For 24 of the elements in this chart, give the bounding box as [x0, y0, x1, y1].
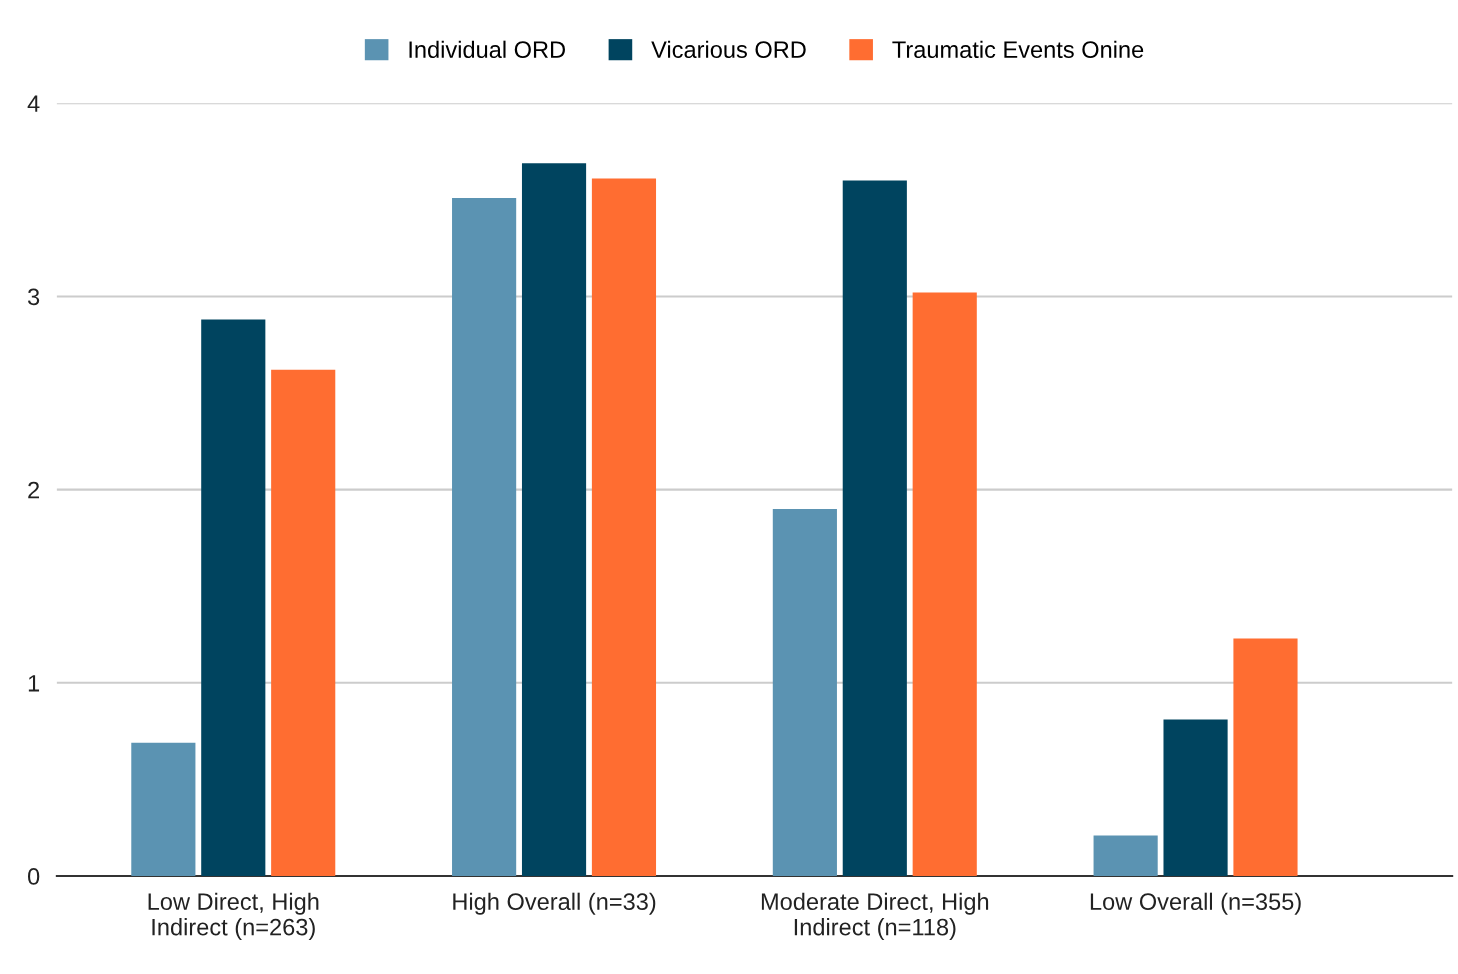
legend-label: Individual ORD — [409, 40, 565, 59]
bar — [1233, 638, 1298, 877]
bar — [1163, 719, 1228, 877]
x-tick-label: Moderate Direct, High Indirect (n=118) — [761, 892, 989, 941]
bar — [271, 369, 336, 877]
y-tick-label: 0 — [27, 868, 40, 885]
bar — [591, 178, 657, 877]
x-tick-label: Low Direct, High Indirect (n=263) — [148, 892, 319, 941]
bar — [1093, 835, 1158, 877]
x-tick-label: Low Overall (n=355) — [1090, 892, 1301, 915]
legend-label: Vicarious ORD — [651, 40, 806, 59]
bar — [842, 180, 907, 877]
x-tick-label: High Overall (n=33) — [453, 892, 656, 915]
bar — [201, 319, 266, 877]
legend-label: Traumatic Events Onine — [892, 40, 1144, 59]
bar — [521, 163, 587, 877]
bar — [912, 292, 977, 877]
bar — [772, 508, 837, 877]
y-tick-label: 2 — [28, 481, 40, 499]
y-tick-label: 3 — [27, 288, 40, 306]
bar — [452, 197, 517, 877]
bar — [131, 742, 196, 877]
y-tick-label: 4 — [27, 95, 40, 112]
y-tick-label: 1 — [28, 675, 40, 692]
